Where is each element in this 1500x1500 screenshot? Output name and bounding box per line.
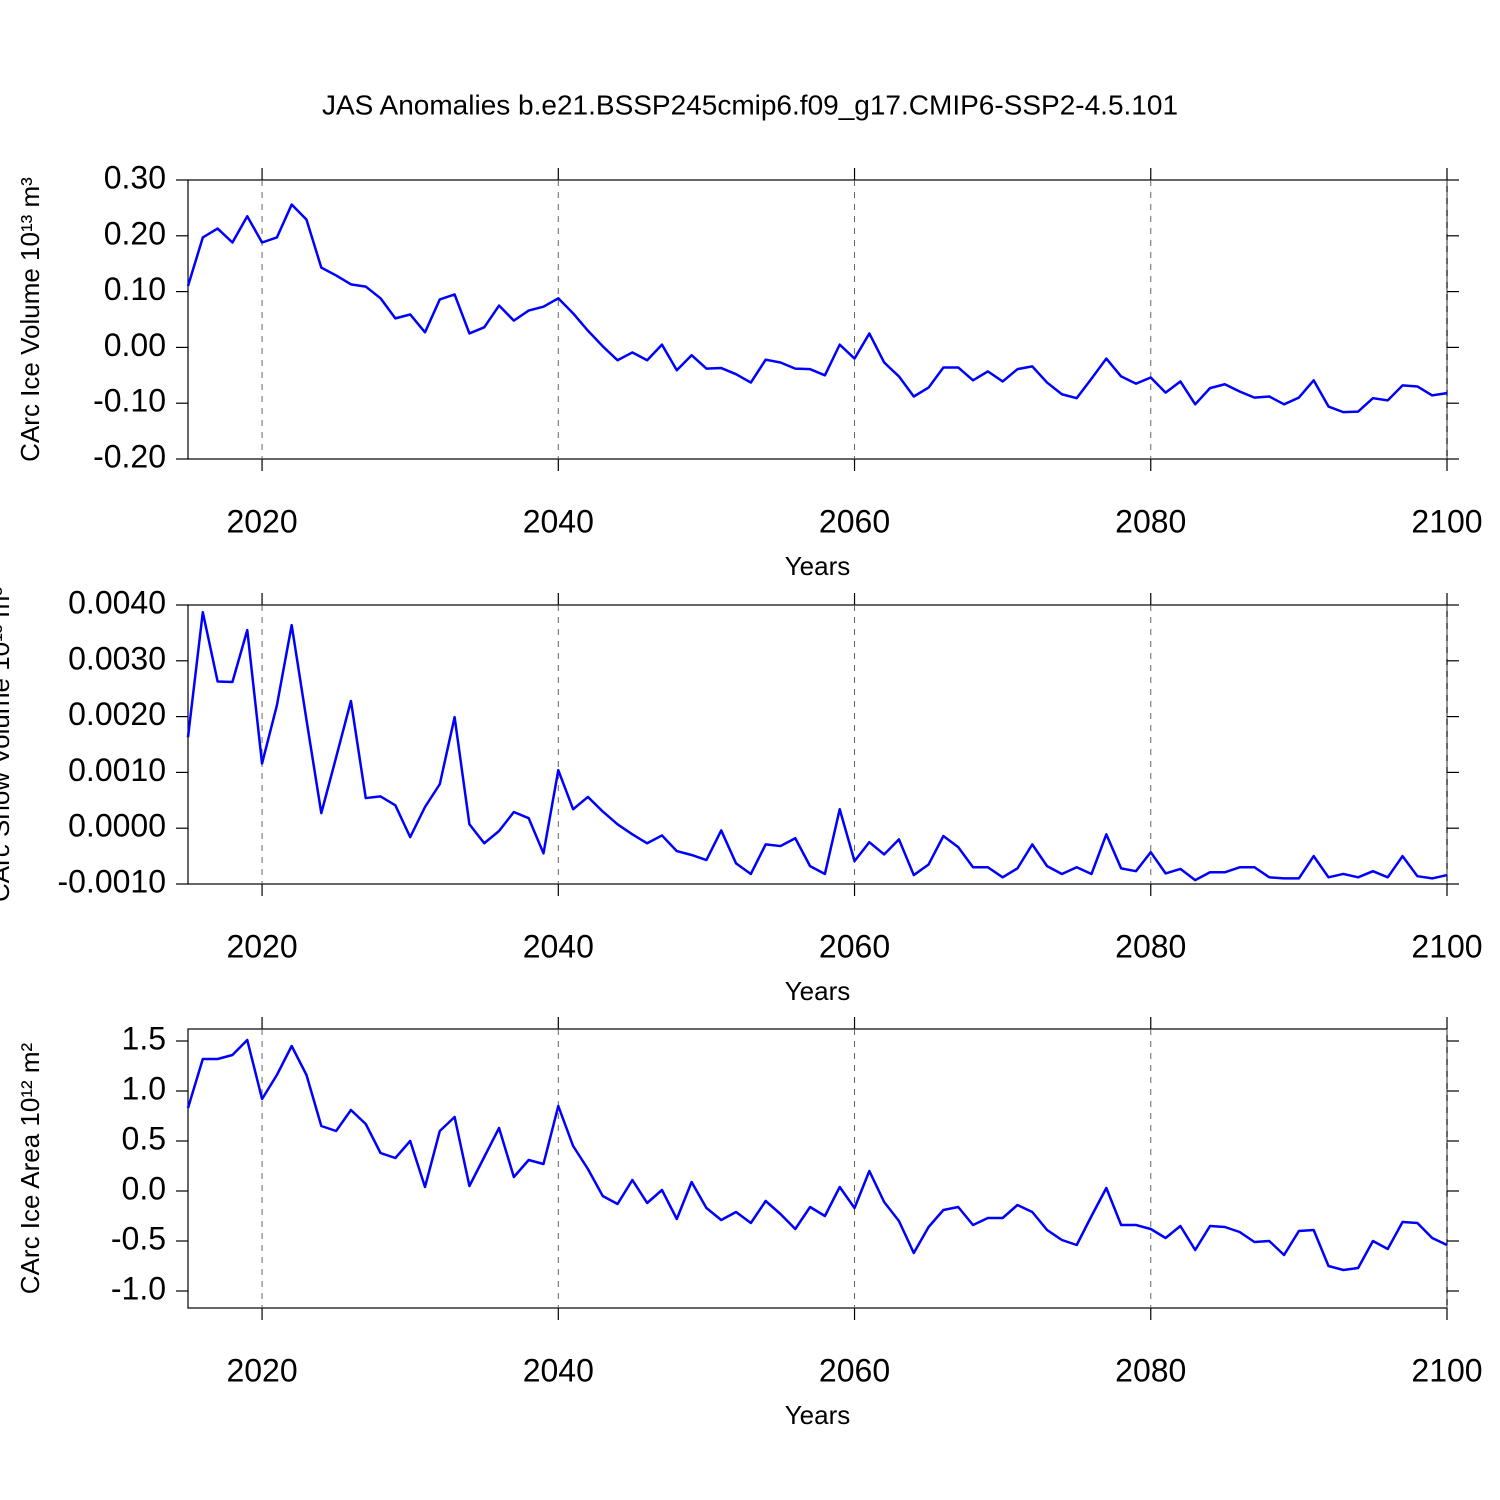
x-tick-label: 2040: [523, 1352, 594, 1388]
y-axis-title: CArc Ice Volume 10¹³ m³: [15, 177, 45, 462]
x-tick-label: 2080: [1115, 928, 1186, 964]
y-tick-label: 0.30: [104, 159, 166, 195]
x-tick-label: 2100: [1411, 1352, 1482, 1388]
y-axis-title: CArc Snow Volume 10¹³ m³: [0, 587, 15, 902]
data-line: [186, 611, 1448, 882]
y-tick-label: 0.0010: [68, 752, 166, 788]
y-tick-label: -0.10: [93, 383, 166, 419]
y-tick-label: 0.00: [104, 327, 166, 363]
y-tick-label: 0.5: [122, 1120, 166, 1156]
x-tick-label: 2060: [819, 503, 890, 539]
y-tick-label: 0.0020: [68, 696, 166, 732]
y-tick-label: -0.20: [93, 438, 166, 474]
x-axis-title: Years: [785, 1400, 851, 1430]
y-tick-label: 0.0000: [68, 808, 166, 844]
figure-title: JAS Anomalies b.e21.BSSP245cmip6.f09_g17…: [322, 89, 1178, 120]
x-tick-label: 2020: [226, 1352, 297, 1388]
x-tick-label: 2020: [226, 928, 297, 964]
plot-frame: [187, 1028, 1448, 1309]
y-tick-label: 0.0030: [68, 640, 166, 676]
x-tick-label: 2040: [523, 503, 594, 539]
y-axis-title: CArc Ice Area 10¹² m²: [15, 1042, 45, 1294]
x-tick-label: 2080: [1115, 1352, 1186, 1388]
x-tick-label: 2060: [819, 928, 890, 964]
x-axis-title: Years: [785, 976, 851, 1006]
y-tick-label: 0.10: [104, 271, 166, 307]
y-tick-label: 0.20: [104, 215, 166, 251]
y-tick-label: -0.5: [111, 1220, 166, 1256]
x-tick-label: 2100: [1411, 503, 1482, 539]
y-tick-label: -0.0010: [57, 863, 166, 899]
x-tick-label: 2100: [1411, 928, 1482, 964]
plot-frame: [187, 179, 1448, 460]
y-tick-label: -1.0: [111, 1270, 166, 1306]
x-tick-label: 2060: [819, 1352, 890, 1388]
x-axis-title: Years: [785, 551, 851, 581]
y-tick-label: 1.0: [122, 1070, 166, 1106]
x-tick-label: 2080: [1115, 503, 1186, 539]
x-tick-label: 2040: [523, 928, 594, 964]
plot-frame: [187, 604, 1448, 885]
x-tick-label: 2020: [226, 503, 297, 539]
y-tick-label: 1.5: [122, 1020, 166, 1056]
data-line: [186, 203, 1448, 414]
data-line: [186, 1038, 1448, 1272]
y-tick-label: 0.0040: [68, 584, 166, 620]
y-tick-label: 0.0: [122, 1170, 166, 1206]
